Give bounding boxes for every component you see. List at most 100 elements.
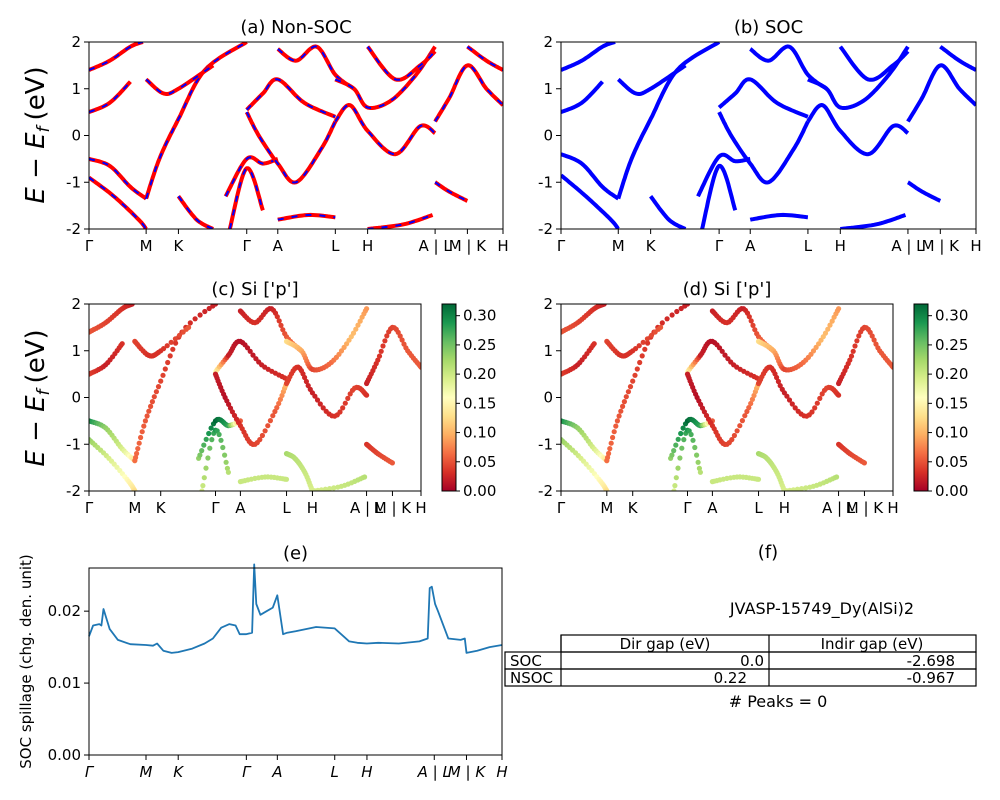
c-point-4-32 xyxy=(212,304,219,307)
d-point-9-26 xyxy=(729,437,735,443)
c-point-5-20 xyxy=(172,336,178,342)
d-point-4-8 xyxy=(614,418,621,424)
b-ytick-label: 1 xyxy=(543,80,553,98)
c-xtick-label: A | L xyxy=(350,499,384,517)
c-ytick-label: 2 xyxy=(71,295,81,313)
a-bands xyxy=(89,42,503,229)
b-band-13 xyxy=(806,103,910,157)
d-point-9-34 xyxy=(748,400,754,407)
a-band-3 xyxy=(89,42,145,72)
c-frame xyxy=(88,303,422,492)
c-point-12-26 xyxy=(337,409,343,415)
b-band-18 xyxy=(906,63,976,123)
d-point-17-13 xyxy=(856,333,862,339)
d-xtick-label: H xyxy=(779,499,790,517)
a-band-dash-11 xyxy=(277,45,355,90)
a-ytick-label: 2 xyxy=(71,33,81,51)
c-ytick-label: 0 xyxy=(71,389,81,407)
c-point-9-27 xyxy=(259,432,265,439)
d-point-13-35 xyxy=(827,322,833,328)
panel-e-spillage: (e) 0.00 0.01 0.02 Γ M K Γ A L H A | LM | K H SOC spi… xyxy=(17,543,508,781)
a-xtick-label: A xyxy=(273,237,284,255)
d-point-17-12 xyxy=(854,338,860,344)
a-band-dash-9 xyxy=(245,78,336,118)
c-point-17-9 xyxy=(376,353,383,359)
a-band-10 xyxy=(244,111,338,185)
c-point-12-12 xyxy=(302,374,308,381)
b-band-8 xyxy=(700,163,738,229)
d-point-17-9 xyxy=(848,353,855,359)
d-point-13-40 xyxy=(836,306,842,312)
c-point-15-6 xyxy=(331,485,337,491)
c-point-13-36 xyxy=(357,318,363,324)
d-point-5-24 xyxy=(658,324,664,330)
c-point-9-32 xyxy=(272,408,278,415)
d-point-6-6 xyxy=(680,425,686,431)
d-point-4-17 xyxy=(632,372,638,378)
c-xtick-label: K xyxy=(156,499,167,517)
d-point-4-14 xyxy=(625,389,632,395)
a-xtick-label: Γ xyxy=(85,237,94,255)
d-point-9-28 xyxy=(734,428,740,434)
c-point-7-2 xyxy=(201,475,207,481)
d-point-17-11 xyxy=(852,343,858,349)
b-xtick-label: K xyxy=(646,237,657,255)
c-point-9-33 xyxy=(274,405,280,411)
c-point-1-24 xyxy=(132,488,138,491)
d-point-11-16 xyxy=(755,476,762,482)
d-point-13-34 xyxy=(825,326,831,332)
d-point-12-18 xyxy=(786,397,793,403)
d-point-7-6 xyxy=(681,437,687,443)
d-point-9-30 xyxy=(739,418,746,424)
d-point-10-19 xyxy=(746,314,752,320)
c-point-13-40 xyxy=(364,306,370,312)
ylabel-middle-sub: f xyxy=(34,386,54,395)
d-point-4-10 xyxy=(618,408,624,414)
d-point-12-29 xyxy=(817,395,823,401)
a-band-dash-13 xyxy=(334,103,436,156)
d-colorbar-label: 0.15 xyxy=(935,394,968,412)
e-ytick-label: 0.02 xyxy=(48,602,81,620)
c-point-6-4 xyxy=(203,436,209,442)
d-point-8-20 xyxy=(719,348,725,354)
c-colorbar-label: 0.05 xyxy=(463,453,496,471)
c-point-13-33 xyxy=(350,330,357,336)
a-xtick-label: L xyxy=(331,237,340,255)
d-colorbar-label: 0.25 xyxy=(935,336,968,354)
d-point-6-5 xyxy=(678,430,684,437)
c-point-4-9 xyxy=(144,413,150,419)
c-point-7-16 xyxy=(225,469,231,475)
d-point-4-27 xyxy=(664,316,670,322)
e-ylabel: SOC spillage (chg. den. unit) xyxy=(17,554,35,769)
c-colorbar-label: 0.30 xyxy=(463,307,496,325)
d-point-4-4 xyxy=(608,440,614,446)
b-band-16 xyxy=(839,213,907,229)
c-point-4-18 xyxy=(162,366,168,372)
d-point-7-12 xyxy=(692,444,698,451)
c-point-8-19 xyxy=(244,345,251,351)
a-band-dash-18 xyxy=(434,64,503,123)
d-point-5-20 xyxy=(644,336,651,342)
c-point-17-8 xyxy=(375,357,381,363)
d-frame xyxy=(560,303,894,492)
c-point-4-14 xyxy=(153,389,159,395)
c-colorbar-label: 0.00 xyxy=(463,482,496,500)
c-point-5-18 xyxy=(164,343,170,349)
d-point-12-17 xyxy=(784,393,790,399)
d-point-4-15 xyxy=(627,384,634,390)
a-band-dash-7 xyxy=(224,156,279,197)
d-point-4-9 xyxy=(616,413,622,419)
c-point-7-0 xyxy=(199,488,205,491)
e-xtick-label: L xyxy=(331,763,339,781)
d-title: (d) Si ['p'] xyxy=(683,279,772,300)
d-point-4-6 xyxy=(611,429,617,435)
panel-f-summary: (f) JVASP-15749_Dy(AlSi)2 Dir gap (eV) I… xyxy=(504,542,977,711)
d-point-4-11 xyxy=(620,403,626,409)
c-point-17-11 xyxy=(380,343,386,349)
c-point-12-19 xyxy=(317,401,323,407)
b-xtick-label: Γ xyxy=(715,237,724,255)
c-point-7-13 xyxy=(222,452,228,458)
d-point-2-16 xyxy=(591,341,597,347)
d-point-8-21 xyxy=(722,352,728,358)
